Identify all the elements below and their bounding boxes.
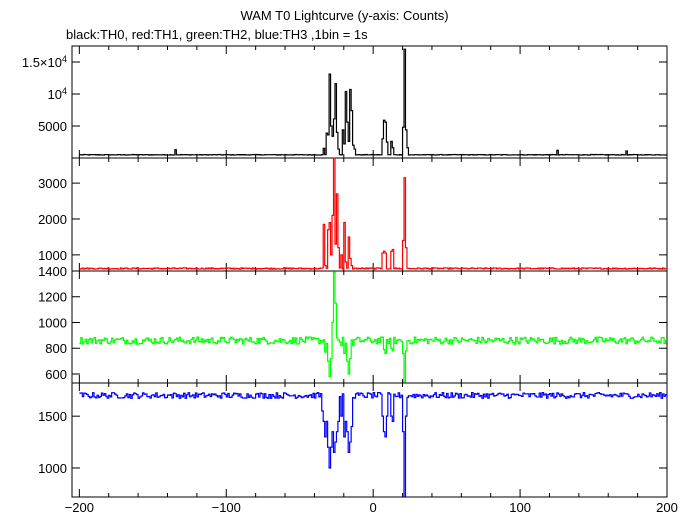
chart-subtitle: black:TH0, red:TH1, green:TH2, blue:TH3 … <box>66 27 368 42</box>
x-tick-label: 200 <box>656 500 678 515</box>
series-th3-line <box>79 391 667 498</box>
x-tick-label: 0 <box>370 500 377 515</box>
panel-frame <box>71 45 668 159</box>
y-tick-label: 1000 <box>38 461 67 476</box>
y-tick-label: 3000 <box>38 176 67 191</box>
panel-frame <box>71 382 668 498</box>
series-th2-line <box>79 271 667 383</box>
x-tick-label: −100 <box>212 500 241 515</box>
y-tick-label: 1400 <box>38 264 67 279</box>
y-tick-label: 5000 <box>38 119 67 134</box>
y-tick-label: 104 <box>48 86 67 102</box>
y-tick-label: 1000 <box>38 248 67 263</box>
x-tick-label: 100 <box>509 500 531 515</box>
series-th1-line <box>79 157 667 270</box>
y-tick-label: 1500 <box>38 409 67 424</box>
y-tick-label: 800 <box>45 341 67 356</box>
y-tick-label: 1200 <box>38 290 67 305</box>
y-tick-label: 2000 <box>38 212 67 227</box>
x-tick-label: −200 <box>65 500 94 515</box>
series-th0-line <box>79 48 667 156</box>
panel-frame <box>71 157 668 272</box>
y-tick-label: 600 <box>45 367 67 382</box>
y-tick-label: 1.5×104 <box>22 54 67 70</box>
y-tick-label: 1000 <box>38 315 67 330</box>
chart-title: WAM T0 Lightcurve (y-axis: Counts) <box>240 8 449 23</box>
panel-frame <box>71 270 668 384</box>
